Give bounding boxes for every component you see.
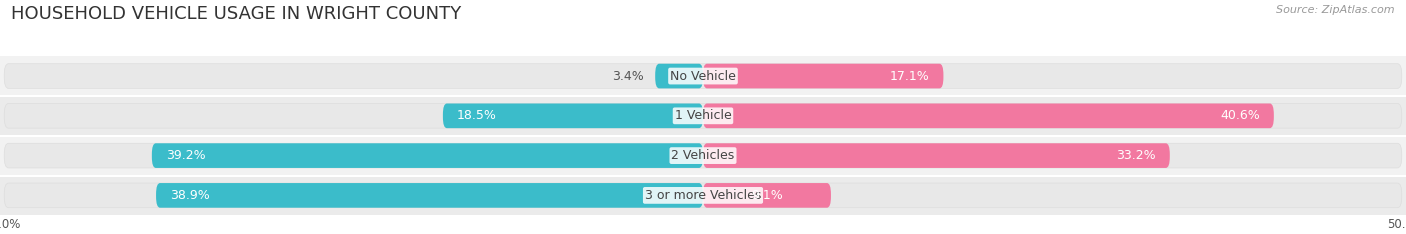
FancyBboxPatch shape (4, 183, 1402, 208)
Text: No Vehicle: No Vehicle (671, 69, 735, 83)
Text: Source: ZipAtlas.com: Source: ZipAtlas.com (1277, 5, 1395, 15)
FancyBboxPatch shape (443, 103, 703, 128)
Text: 33.2%: 33.2% (1116, 149, 1156, 162)
Text: 38.9%: 38.9% (170, 189, 209, 202)
FancyBboxPatch shape (655, 64, 703, 88)
Text: 1 Vehicle: 1 Vehicle (675, 109, 731, 122)
FancyBboxPatch shape (703, 64, 943, 88)
Text: HOUSEHOLD VEHICLE USAGE IN WRIGHT COUNTY: HOUSEHOLD VEHICLE USAGE IN WRIGHT COUNTY (11, 5, 461, 23)
FancyBboxPatch shape (156, 183, 703, 208)
FancyBboxPatch shape (4, 103, 1402, 128)
Text: 18.5%: 18.5% (457, 109, 496, 122)
Text: 40.6%: 40.6% (1220, 109, 1260, 122)
FancyBboxPatch shape (703, 143, 1170, 168)
FancyBboxPatch shape (0, 176, 1406, 215)
FancyBboxPatch shape (4, 64, 1402, 88)
Text: 2 Vehicles: 2 Vehicles (672, 149, 734, 162)
FancyBboxPatch shape (4, 143, 1402, 168)
FancyBboxPatch shape (703, 183, 831, 208)
Text: 3 or more Vehicles: 3 or more Vehicles (645, 189, 761, 202)
Text: 39.2%: 39.2% (166, 149, 205, 162)
Text: 3.4%: 3.4% (612, 69, 644, 83)
FancyBboxPatch shape (0, 56, 1406, 96)
Text: 17.1%: 17.1% (890, 69, 929, 83)
Text: 9.1%: 9.1% (751, 189, 783, 202)
FancyBboxPatch shape (152, 143, 703, 168)
FancyBboxPatch shape (0, 136, 1406, 176)
FancyBboxPatch shape (703, 103, 1274, 128)
FancyBboxPatch shape (0, 96, 1406, 136)
